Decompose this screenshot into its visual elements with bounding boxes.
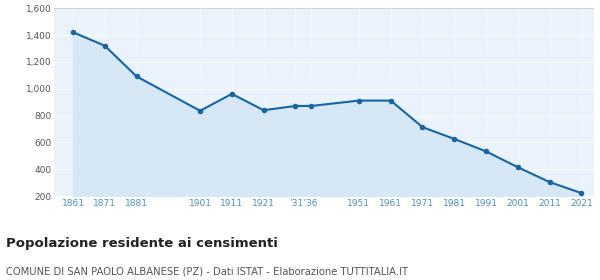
Point xyxy=(196,109,205,113)
Point xyxy=(227,92,236,96)
Text: Popolazione residente ai censimenti: Popolazione residente ai censimenti xyxy=(6,237,278,249)
Point xyxy=(545,180,554,184)
Text: COMUNE DI SAN PAOLO ALBANESE (PZ) - Dati ISTAT - Elaborazione TUTTITALIA.IT: COMUNE DI SAN PAOLO ALBANESE (PZ) - Dati… xyxy=(6,266,408,276)
Point xyxy=(481,149,491,154)
Point xyxy=(132,74,142,79)
Point xyxy=(386,98,395,103)
Point xyxy=(418,125,427,129)
Point xyxy=(513,165,523,169)
Point xyxy=(577,191,586,195)
Point xyxy=(259,108,268,113)
Point xyxy=(307,104,316,108)
Point xyxy=(449,137,459,141)
Point xyxy=(290,104,300,108)
Point xyxy=(354,98,364,103)
Point xyxy=(68,30,78,34)
Point xyxy=(100,44,110,48)
